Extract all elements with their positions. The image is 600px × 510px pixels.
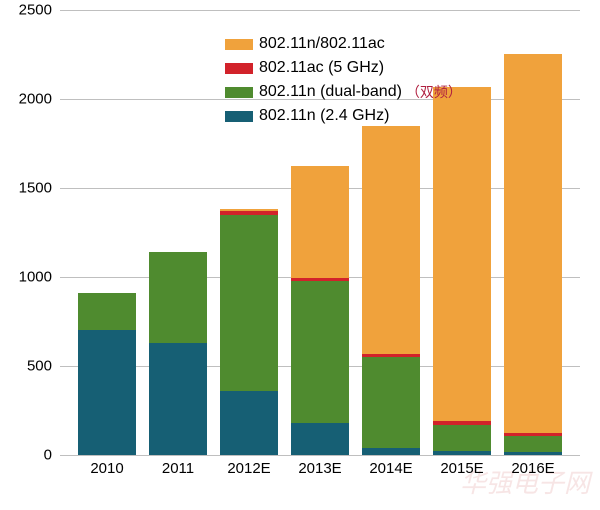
bar-segment-ndual xyxy=(220,215,278,391)
bar-segment-nac xyxy=(220,209,278,211)
legend-swatch xyxy=(225,87,253,98)
bar-group xyxy=(504,10,562,455)
legend-item-nac: 802.11n/802.11ac xyxy=(225,32,462,56)
x-tick-label: 2011 xyxy=(162,460,194,477)
bar-group xyxy=(149,10,207,455)
bar-group xyxy=(78,10,136,455)
legend-item-ac5: 802.11ac (5 GHz) xyxy=(225,56,462,80)
bar-segment-nac xyxy=(362,126,420,354)
y-tick-label: 2500 xyxy=(2,2,52,19)
legend-item-ndual: 802.11n (dual-band)（双频） xyxy=(225,80,462,104)
x-tick-label: 2014E xyxy=(369,460,412,477)
legend: 802.11n/802.11ac802.11ac (5 GHz)802.11n … xyxy=(225,32,462,128)
bar-segment-ac5 xyxy=(220,211,278,215)
bar-segment-ndual xyxy=(504,436,562,452)
legend-label: 802.11n (2.4 GHz) xyxy=(259,104,389,128)
bar-segment-n24 xyxy=(78,330,136,455)
bar-segment-nac xyxy=(433,87,491,422)
legend-item-n24: 802.11n (2.4 GHz) xyxy=(225,104,462,128)
bar-segment-n24 xyxy=(291,423,349,455)
y-tick-label: 0 xyxy=(2,447,52,464)
bar-segment-ndual xyxy=(362,357,420,448)
x-tick-label: 2015E xyxy=(440,460,483,477)
legend-label: 802.11n (dual-band) xyxy=(259,80,402,104)
x-tick-label: 2012E xyxy=(227,460,270,477)
legend-swatch xyxy=(225,63,253,74)
bar-segment-ac5 xyxy=(433,421,491,425)
bar-segment-ac5 xyxy=(362,354,420,358)
legend-extra: （双频） xyxy=(406,80,462,104)
legend-label: 802.11n/802.11ac xyxy=(259,32,385,56)
y-tick-label: 2000 xyxy=(2,91,52,108)
y-tick-label: 500 xyxy=(2,358,52,375)
legend-swatch xyxy=(225,39,253,50)
bar-segment-n24 xyxy=(220,391,278,455)
legend-label: 802.11ac (5 GHz) xyxy=(259,56,384,80)
x-tick-label: 2013E xyxy=(298,460,341,477)
bar-segment-nac xyxy=(291,166,349,278)
stacked-bar-chart: 802.11n/802.11ac802.11ac (5 GHz)802.11n … xyxy=(60,10,580,455)
bar-segment-ndual xyxy=(149,252,207,343)
y-tick-label: 1500 xyxy=(2,180,52,197)
bar-segment-nac xyxy=(504,54,562,433)
bar-segment-n24 xyxy=(149,343,207,455)
bar-segment-n24 xyxy=(433,451,491,455)
bar-segment-n24 xyxy=(504,452,562,455)
gridline xyxy=(60,455,580,456)
bar-segment-ac5 xyxy=(291,278,349,281)
x-tick-label: 2016E xyxy=(511,460,554,477)
bar-segment-ndual xyxy=(433,425,491,452)
bar-segment-ac5 xyxy=(504,433,562,437)
x-tick-label: 2010 xyxy=(90,460,123,477)
bar-segment-ndual xyxy=(291,281,349,423)
bar-segment-ndual xyxy=(78,293,136,330)
bar-segment-n24 xyxy=(362,448,420,455)
legend-swatch xyxy=(225,111,253,122)
y-tick-label: 1000 xyxy=(2,269,52,286)
